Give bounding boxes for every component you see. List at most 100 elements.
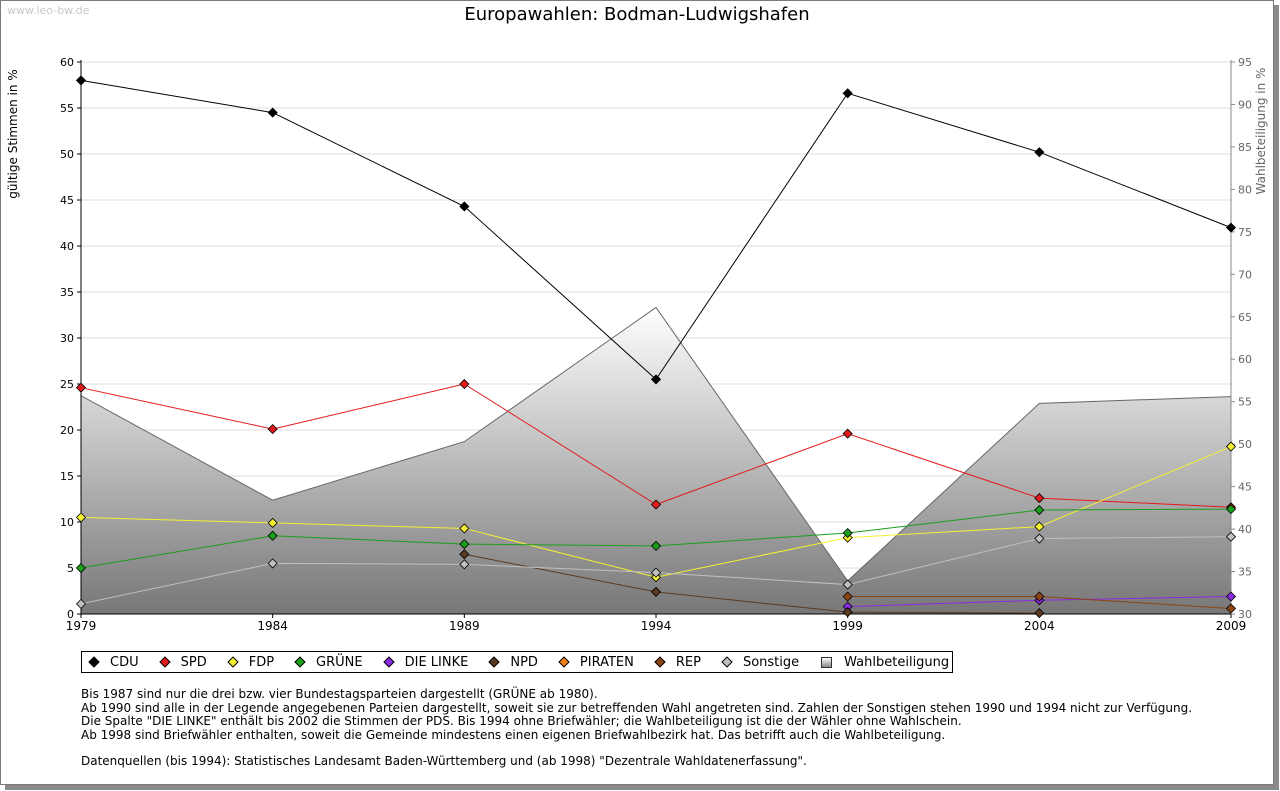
y-tick-label: 25 xyxy=(60,378,74,391)
y-tick-label: 60 xyxy=(60,56,74,69)
legend-label: NPD xyxy=(510,654,538,670)
y-tick-label: 0 xyxy=(67,608,74,621)
legend-marker xyxy=(821,656,833,668)
legend: CDU SPD FDP GRÜNE DIE LINKE NPD PIRATEN REP Sons… xyxy=(81,651,954,673)
axes: 0 5 10 15 20 25 30 35 40 45 50 55 60 30 35 40 45 50 55 60 65… xyxy=(6,56,1268,633)
y2-tick-label: 40 xyxy=(1238,523,1252,536)
data-point-cdu xyxy=(842,88,853,99)
note-line: Ab 1990 sind alle in der Legende angegeb… xyxy=(81,700,1193,715)
data-point-sonstige xyxy=(1034,533,1045,544)
note-line: Bis 1987 sind nur die drei bzw. vier Bun… xyxy=(81,687,598,701)
legend-marker xyxy=(382,656,395,668)
data-point-sonstige xyxy=(267,558,278,569)
data-point-cdu xyxy=(650,374,662,385)
y2-tick-label: 45 xyxy=(1238,481,1252,494)
data-point-gr-ne xyxy=(842,527,853,539)
y-tick-label: 35 xyxy=(60,286,74,299)
data-point-gr-ne xyxy=(1034,504,1045,516)
legend-label: FDP xyxy=(248,654,275,670)
legend-marker xyxy=(558,656,570,668)
x-tick-label: 1989 xyxy=(449,619,480,633)
legend-label: SPD xyxy=(180,654,207,670)
legend-marker xyxy=(227,656,239,668)
chart-plot: 0 5 10 15 20 25 30 35 40 45 50 55 60 30 35 40 45 50 55 60 65… xyxy=(6,56,1268,633)
y2-tick-label: 75 xyxy=(1238,226,1252,239)
y2-tick-label: 85 xyxy=(1238,141,1252,154)
y2-tick-label: 95 xyxy=(1238,56,1252,69)
data-point-spd xyxy=(650,499,662,510)
y-tick-label: 5 xyxy=(67,562,74,575)
data-point-sonstige xyxy=(459,559,470,570)
data-point-cdu xyxy=(1034,147,1045,158)
data-point-gr-ne xyxy=(1225,504,1237,515)
data-point-sonstige xyxy=(842,579,853,590)
y-tick-label: 45 xyxy=(60,194,74,207)
data-point-npd xyxy=(842,607,853,618)
data-point-spd xyxy=(75,382,87,393)
legend-item: SPD xyxy=(158,654,207,670)
notes: Bis 1987 sind nur die drei bzw. vier Bun… xyxy=(81,687,1193,742)
data-point-sonstige xyxy=(75,598,87,609)
legend-item: DIE LINKE xyxy=(382,654,469,670)
data-point-fdp xyxy=(1225,441,1237,452)
x-tick-label: 1979 xyxy=(66,619,97,633)
data-point-gr-ne xyxy=(75,562,87,574)
legend-label: DIE LINKE xyxy=(404,654,469,670)
legend-item: PIRATEN xyxy=(558,654,634,670)
data-point-spd xyxy=(459,378,470,390)
legend-marker xyxy=(158,656,171,668)
data-point-spd xyxy=(842,428,853,439)
note-line: Ab 1998 sind Briefwähler enthalten, sowe… xyxy=(81,727,946,742)
x-tick-label: 2009 xyxy=(1216,619,1247,633)
y2-tick-label: 60 xyxy=(1238,353,1252,366)
watermark: www.leo-bw.de xyxy=(7,4,90,17)
x-tick-label: 2004 xyxy=(1024,619,1055,633)
y2-tick-label: 90 xyxy=(1238,98,1252,111)
data-point-sonstige xyxy=(650,567,662,578)
data-point-npd xyxy=(1034,608,1045,619)
data-point-die-linke xyxy=(1225,591,1237,602)
legend-marker xyxy=(654,656,666,668)
legend-label: GRÜNE xyxy=(316,654,363,670)
data-point-cdu xyxy=(459,201,470,212)
legend-item: CDU xyxy=(88,655,139,670)
legend-label: Sonstige xyxy=(742,654,800,670)
data-point-spd xyxy=(267,424,278,435)
data-point-gr-ne xyxy=(459,539,470,550)
x-tick-label: 1984 xyxy=(257,619,288,633)
y2-tick-label: 80 xyxy=(1238,183,1252,196)
y-axis-label: gültige Stimmen in % xyxy=(6,69,20,198)
legend-label: PIRATEN xyxy=(579,654,634,670)
y2-tick-label: 55 xyxy=(1238,396,1252,409)
data-point-cdu xyxy=(267,107,278,118)
data-point-fdp xyxy=(267,517,278,528)
data-sources: Datenquellen (bis 1994): Statistisches L… xyxy=(81,754,807,768)
legend-marker xyxy=(721,656,733,668)
legend-item: Sonstige xyxy=(721,654,800,670)
y2-axis-label: Wahlbeteiligung in % xyxy=(1254,68,1268,195)
legend-item: REP xyxy=(654,654,701,670)
data-point-npd xyxy=(650,586,662,597)
y2-tick-label: 30 xyxy=(1238,608,1252,621)
legend-item: FDP xyxy=(227,654,275,670)
y2-tick-label: 35 xyxy=(1238,566,1252,579)
data-point-rep xyxy=(1034,591,1045,602)
legend-label: REP xyxy=(675,654,701,670)
y2-tick-label: 50 xyxy=(1238,438,1252,451)
y-tick-label: 50 xyxy=(60,148,74,161)
data-point-fdp xyxy=(75,512,87,523)
legend-item: GRÜNE xyxy=(294,654,363,670)
legend-marker xyxy=(88,656,100,668)
data-point-rep xyxy=(1225,603,1237,614)
data-point-sonstige xyxy=(1225,531,1237,542)
y2-tick-label: 70 xyxy=(1238,268,1252,281)
legend-item: Wahlbeteiligung xyxy=(821,655,949,670)
x-tick-label: 1994 xyxy=(641,619,672,633)
data-point-gr-ne xyxy=(267,530,278,541)
series-line-npd xyxy=(464,553,1040,614)
note-line: Die Spalte "DIE LINKE" enthält bis 2002 … xyxy=(81,714,962,728)
data-point-fdp xyxy=(459,523,470,534)
y-tick-label: 30 xyxy=(60,332,74,345)
legend-marker xyxy=(294,656,306,668)
